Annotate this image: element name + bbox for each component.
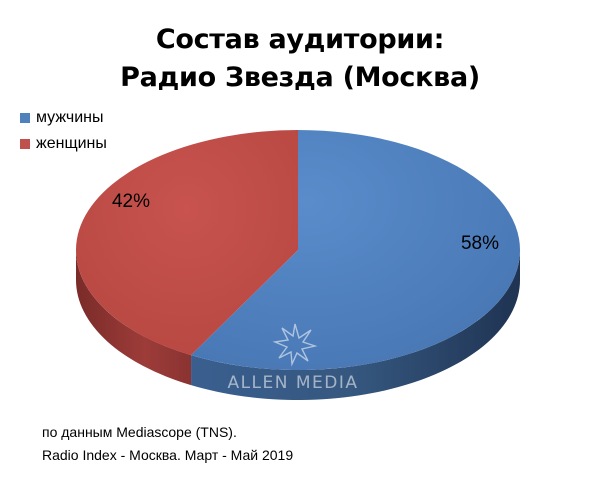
chart-title-line-2: Радио Звезда (Москва) xyxy=(120,62,480,93)
legend-item-men: мужчины xyxy=(20,105,107,131)
chart-title-line-1: Состав аудитории: xyxy=(155,24,445,55)
legend-label-women: женщины xyxy=(36,135,107,152)
source-note-line-2: Radio Index - Москва. Март - Май 2019 xyxy=(42,447,294,463)
pie-side-women xyxy=(76,250,192,386)
legend: мужчины женщины xyxy=(20,105,107,157)
source-note-line-1: по данным Mediascope (TNS). xyxy=(42,424,237,440)
data-label-men: 58% xyxy=(461,233,499,254)
watermark: ALLEN MEDIA xyxy=(227,323,358,393)
pie-slice-men xyxy=(191,130,520,370)
legend-item-women: женщины xyxy=(20,131,107,157)
legend-swatch-men xyxy=(20,113,30,123)
watermark-text: ALLEN MEDIA xyxy=(227,373,358,393)
legend-label-men: мужчины xyxy=(36,109,104,126)
data-label-women: 42% xyxy=(112,191,150,212)
legend-swatch-women xyxy=(20,139,30,149)
pie-slice-women xyxy=(75,130,298,356)
pie-side-men xyxy=(191,250,520,400)
star-burst-icon xyxy=(272,323,318,367)
